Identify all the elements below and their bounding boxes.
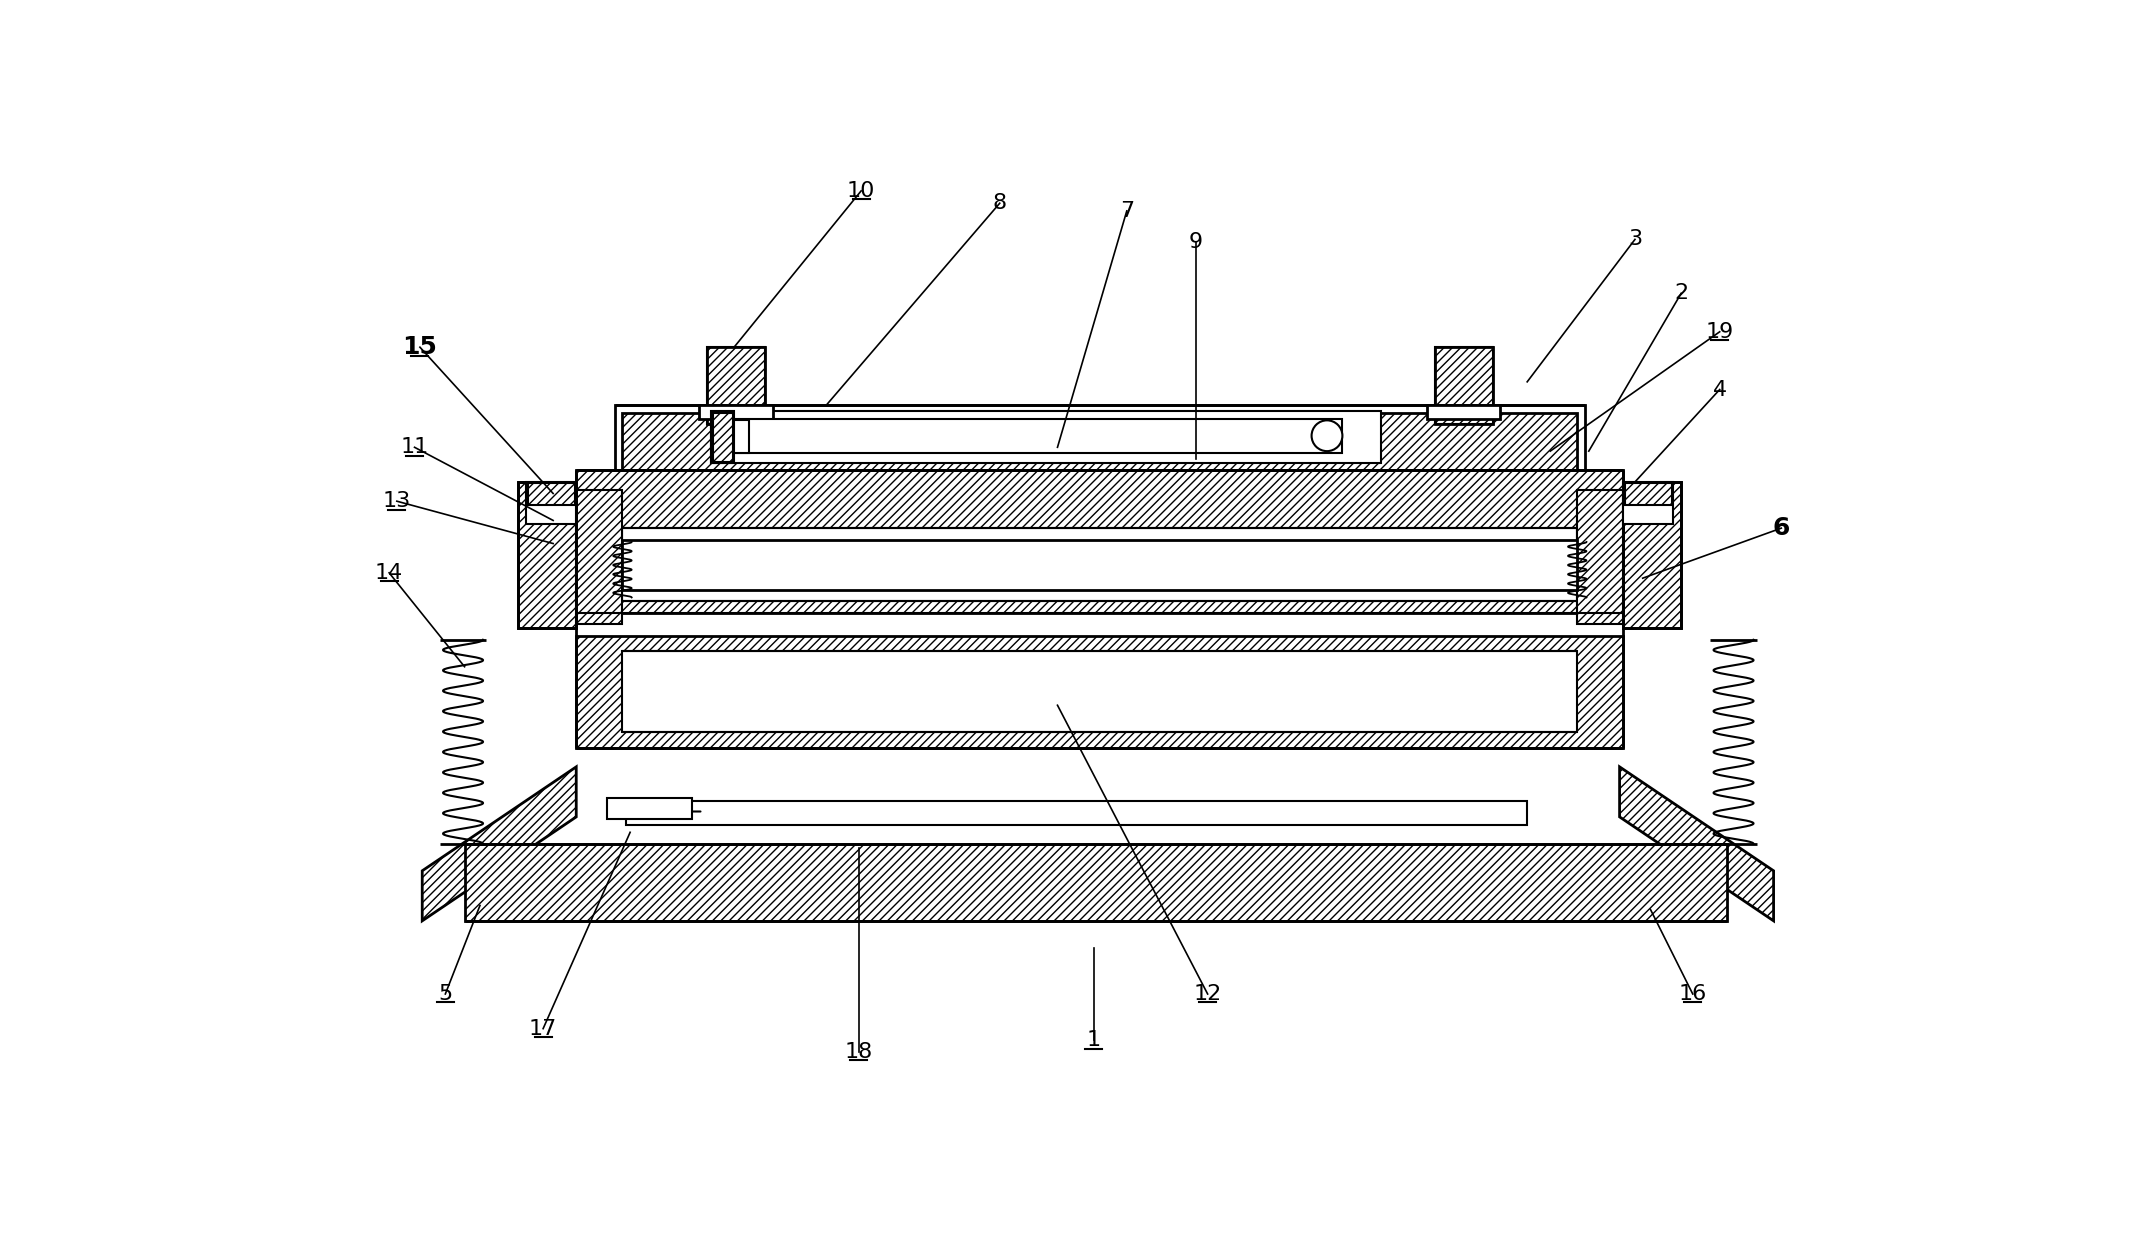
Bar [576,470,1624,613]
Text: 3: 3 [1628,229,1641,249]
Text: 8: 8 [992,194,1007,214]
Bar [519,481,576,628]
Polygon shape [423,767,576,921]
Bar [623,528,1577,601]
Text: 4: 4 [1714,380,1726,400]
Bar [1624,484,1671,505]
Text: 9: 9 [1189,231,1204,251]
Text: 15: 15 [403,336,437,360]
Text: 5: 5 [437,984,452,1004]
Bar [706,347,764,424]
Bar [706,347,764,424]
Text: 1: 1 [1086,1031,1101,1050]
Polygon shape [1620,767,1773,921]
Text: 11: 11 [401,437,429,458]
Circle shape [1312,420,1342,451]
Text: 14: 14 [376,563,403,583]
Bar [1624,481,1682,628]
Bar [726,419,1342,454]
Text: 12: 12 [1193,984,1223,1004]
Bar [576,636,1624,748]
Bar [1428,405,1500,419]
Text: 17: 17 [529,1018,557,1038]
Text: 7: 7 [1120,201,1133,221]
Text: 6: 6 [1773,517,1790,541]
Bar [465,843,1726,921]
Bar [713,412,732,461]
Bar [625,802,1528,825]
Text: 10: 10 [847,181,875,201]
Bar [1624,481,1673,524]
Bar [1434,347,1492,424]
Bar [1624,481,1682,628]
Bar [527,484,574,505]
Text: 18: 18 [845,1042,873,1062]
Bar [623,651,1577,732]
Text: 2: 2 [1673,283,1688,303]
Text: 16: 16 [1679,984,1707,1004]
Bar [615,405,1586,470]
Bar [623,539,1577,590]
Bar [606,798,691,820]
Bar [527,481,576,524]
Bar [576,490,623,625]
Bar [711,411,734,464]
Bar [734,420,749,453]
Text: 19: 19 [1705,322,1733,342]
Bar [1434,347,1492,424]
Text: 13: 13 [382,491,412,512]
Bar [1577,490,1624,625]
Bar [519,481,576,628]
Bar [711,411,1381,464]
Bar [623,412,1577,470]
Bar [700,405,773,419]
